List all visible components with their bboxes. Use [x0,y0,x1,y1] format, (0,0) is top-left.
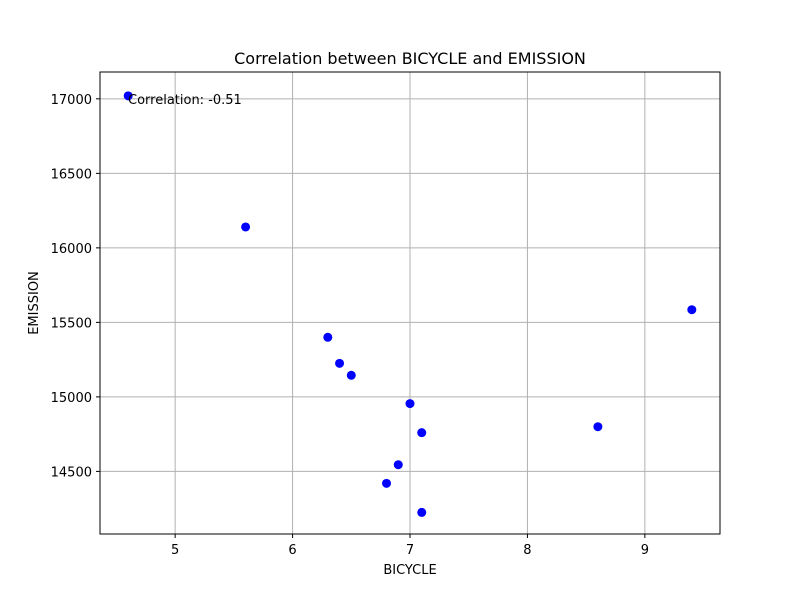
data-points [123,91,697,517]
data-point [687,305,697,315]
x-tick-label: 7 [406,543,414,558]
data-point [335,358,345,368]
x-tick-label: 5 [171,543,179,558]
y-tick-label: 17000 [51,93,92,108]
data-point [346,370,356,380]
correlation-annotation: Correlation: -0.51 [128,93,242,108]
x-axis-label: BICYCLE [383,563,436,578]
data-point [123,91,133,101]
data-point [382,478,392,488]
data-point [393,460,403,470]
y-axis-label: EMISSION [27,271,42,335]
grid-lines [100,72,720,534]
x-tick-label: 6 [288,543,296,558]
data-point [417,507,427,517]
data-point [323,332,333,342]
y-tick-label: 15500 [51,316,92,331]
axis-ticks: 5 6 7 8 9 14500 15000 15500 16000 16500 17000 [51,93,649,558]
data-point [241,222,251,232]
data-point [417,428,427,438]
data-point [593,422,603,432]
chart-title: Correlation between BICYCLE and EMISSION [234,49,586,68]
y-tick-label: 15000 [51,391,92,406]
y-tick-label: 16500 [51,167,92,182]
y-tick-label: 16000 [51,242,92,257]
data-point [405,399,415,409]
y-tick-label: 14500 [51,465,92,480]
x-tick-label: 9 [641,543,649,558]
x-tick-label: 8 [523,543,531,558]
